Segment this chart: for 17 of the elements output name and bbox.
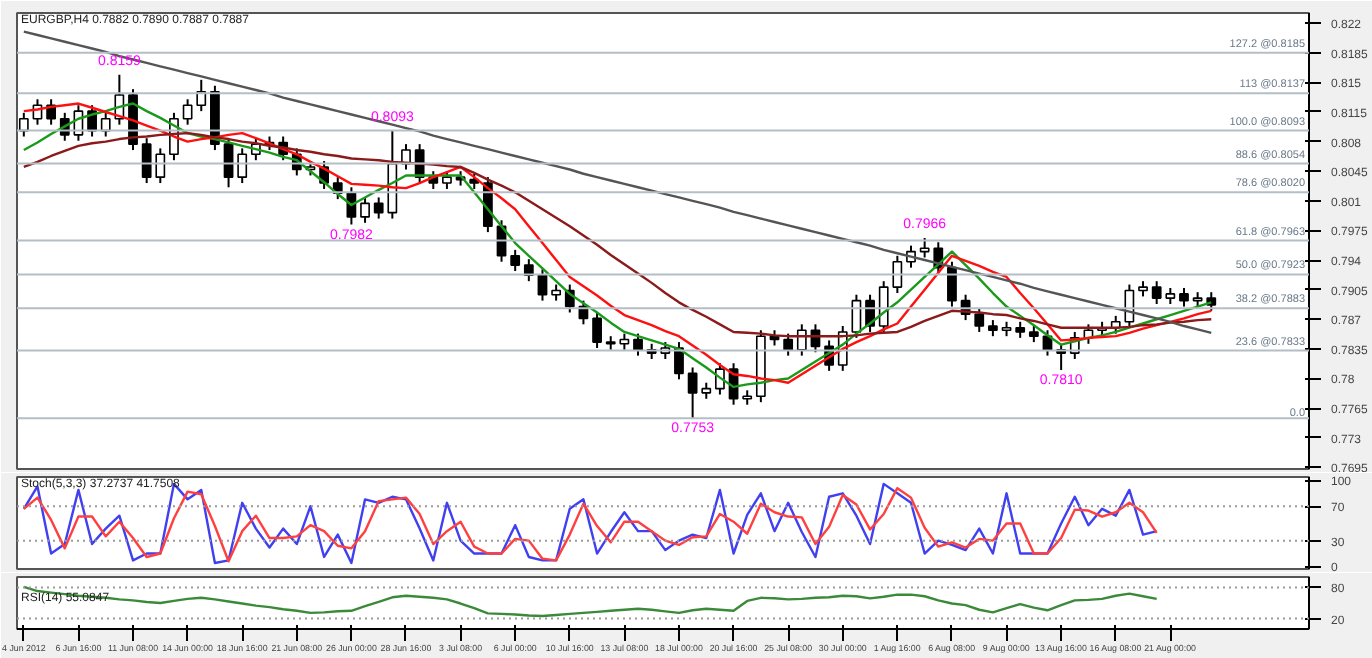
candlestick (892, 254, 903, 295)
candlestick (947, 260, 957, 308)
candlestick (537, 268, 548, 302)
candlestick (633, 332, 643, 357)
candlestick (592, 311, 602, 350)
candlestick (18, 111, 29, 138)
line-series (22, 585, 1158, 618)
candlestick (100, 111, 111, 138)
candlestick (1179, 286, 1189, 308)
candlestick (783, 332, 794, 357)
candlestick (182, 98, 193, 126)
candlestick (974, 307, 985, 333)
line-series (22, 30, 1213, 334)
candlestick (796, 323, 807, 357)
candlestick (237, 147, 248, 185)
candlestick (510, 248, 521, 273)
candlestick (360, 196, 370, 224)
